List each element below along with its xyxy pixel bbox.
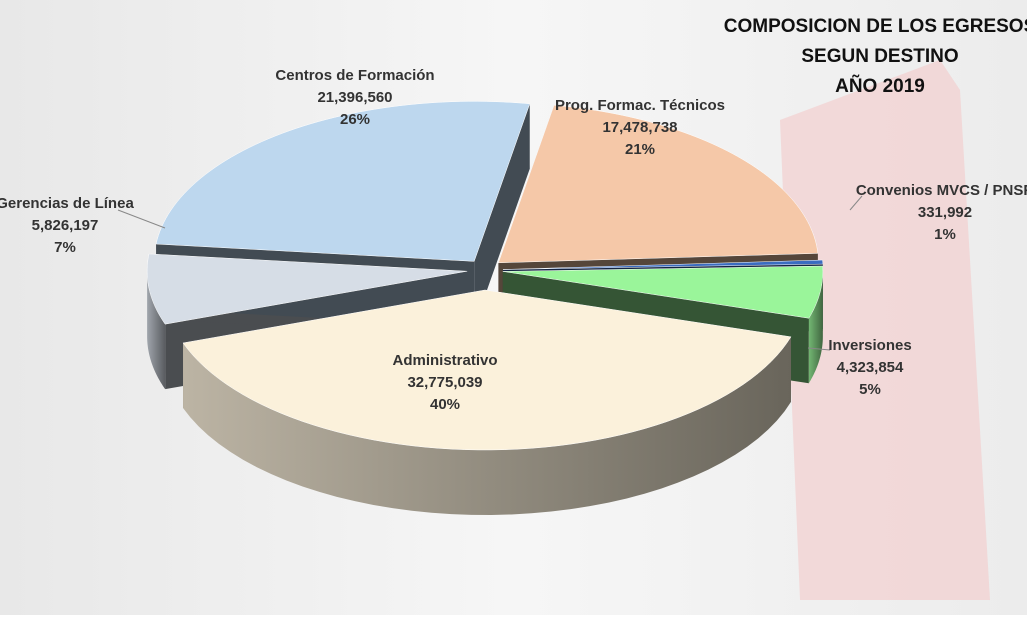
- value-label: 4,323,854: [837, 359, 904, 376]
- category-label: Gerencias de Línea: [0, 195, 134, 212]
- value-label: 32,775,039: [407, 374, 482, 391]
- percent-label: 26%: [340, 111, 370, 128]
- category-label: Convenios MVCS / PNSR: [856, 182, 1027, 199]
- percent-label: 5%: [859, 381, 881, 398]
- category-label: Prog. Formac. Técnicos: [555, 97, 725, 114]
- value-label: 17,478,738: [602, 119, 677, 136]
- percent-label: 7%: [54, 239, 76, 256]
- category-label: Centros de Formación: [275, 67, 434, 84]
- slice: [146, 253, 468, 325]
- slice: [498, 104, 819, 264]
- chart-title: COMPOSICION DE LOS EGRESOS: [724, 16, 1027, 37]
- chart-title: SEGUN DESTINO: [801, 46, 958, 67]
- slice: [502, 259, 824, 270]
- leader-line: [807, 347, 831, 351]
- percent-label: 21%: [625, 141, 655, 158]
- value-label: 5,826,197: [32, 217, 99, 234]
- category-label: Administrativo: [392, 352, 497, 369]
- labels: COMPOSICION DE LOS EGRESOS SEGUN DESTINO A…: [0, 16, 1027, 413]
- leader-line: [117, 209, 166, 229]
- slice-side: [808, 271, 823, 384]
- value-label: 21,396,560: [317, 89, 392, 106]
- slice-side: [147, 271, 166, 390]
- chart-title: AÑO 2019: [835, 75, 925, 97]
- slice-wall: [474, 103, 530, 327]
- slice: [182, 289, 792, 451]
- background-shape: [780, 60, 990, 600]
- leader-line: [849, 195, 863, 211]
- percent-label: 1%: [934, 226, 956, 243]
- slice-side: [183, 336, 791, 515]
- value-label: 331,992: [918, 204, 972, 221]
- pie: [146, 101, 824, 515]
- slice: [502, 265, 824, 319]
- percent-label: 40%: [430, 396, 460, 413]
- category-label: Inversiones: [828, 337, 911, 354]
- slice: [155, 101, 531, 262]
